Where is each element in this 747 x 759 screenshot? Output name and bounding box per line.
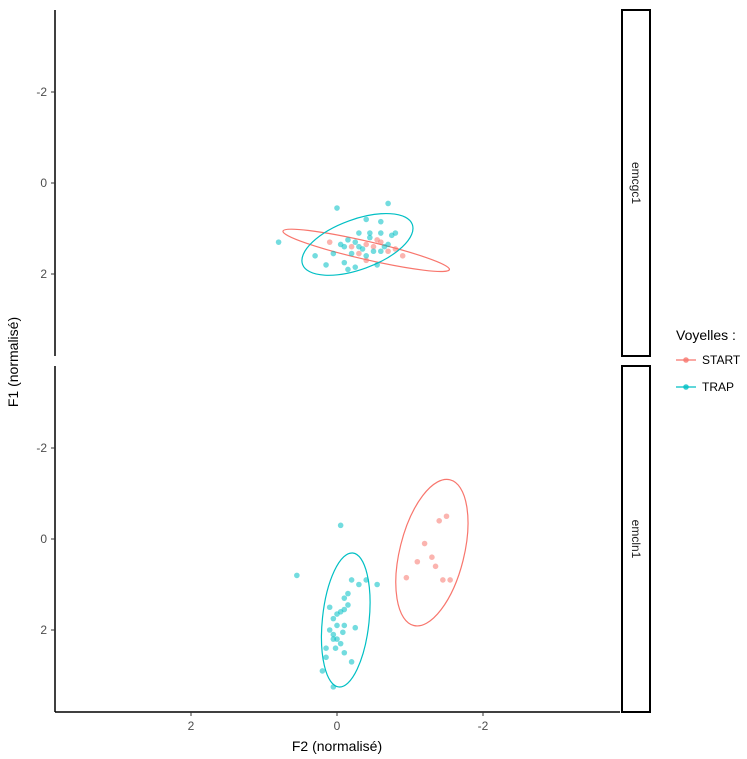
data-point-trap [341, 243, 348, 250]
y-tick-label: 2 [40, 623, 47, 637]
data-point-trap [385, 200, 391, 207]
facet-strip [621, 365, 651, 713]
data-point-start [392, 246, 399, 252]
data-point-trap [367, 230, 373, 236]
y-tick-label: -2 [36, 85, 47, 99]
data-point-trap [334, 611, 340, 617]
data-point-trap [352, 264, 359, 270]
data-point-trap [341, 259, 348, 266]
x-axis-title: F2 (normalisé) [292, 738, 382, 754]
data-point-trap [374, 262, 380, 268]
data-point-trap [378, 248, 384, 255]
data-point-trap [392, 230, 399, 236]
data-point-trap [332, 645, 339, 651]
data-point-start [440, 577, 446, 583]
data-point-trap [330, 631, 337, 638]
confidence-ellipse-trap [301, 212, 414, 276]
data-point-start [348, 243, 355, 250]
data-point-trap [348, 250, 355, 257]
data-point-trap [330, 250, 337, 257]
data-point-trap [341, 595, 348, 601]
data-point-trap [345, 602, 351, 608]
data-point-trap [334, 622, 340, 629]
data-point-trap [330, 615, 337, 622]
data-point-trap [323, 654, 329, 661]
data-point-trap [340, 629, 346, 636]
data-point-trap [352, 239, 359, 245]
data-point-trap [345, 237, 351, 243]
data-point-trap [341, 622, 348, 629]
data-point-trap [385, 241, 391, 248]
data-point-trap [341, 606, 348, 613]
data-point-start [363, 241, 370, 248]
data-point-trap [294, 572, 300, 579]
y-tick-label: -2 [36, 441, 47, 455]
data-point-start [374, 237, 380, 243]
data-point-trap [378, 218, 384, 225]
data-point-start [447, 577, 453, 583]
data-point-trap [374, 581, 380, 588]
confidence-ellipse-start [395, 478, 469, 627]
y-tick-label: 2 [40, 267, 47, 281]
legend-key-point [683, 357, 689, 363]
data-point-trap [334, 636, 340, 642]
data-point-start [414, 558, 421, 565]
y-tick-label: 0 [40, 532, 47, 546]
x-tick-label: -2 [478, 719, 489, 733]
data-point-trap [275, 239, 282, 245]
facet-strip [621, 9, 651, 357]
data-point-trap [323, 645, 329, 651]
data-point-start [399, 253, 406, 259]
facet-strip-label: emcgc1 [629, 162, 643, 204]
data-point-start [421, 540, 428, 547]
legend: Voyelles : START TRAP [676, 327, 741, 394]
data-point-trap [326, 604, 333, 611]
y-tick-label: 0 [40, 176, 47, 190]
data-point-trap [330, 684, 337, 690]
data-point-start [356, 250, 362, 257]
data-point-trap [345, 266, 351, 273]
data-point-trap [356, 243, 362, 250]
legend-title: Voyelles : [676, 327, 736, 343]
data-point-trap [356, 581, 362, 588]
data-point-trap [356, 230, 362, 236]
data-point-start [370, 243, 377, 250]
data-point-trap [334, 205, 340, 211]
data-point-start [432, 563, 439, 570]
data-point-start [326, 239, 333, 245]
data-point-start [385, 248, 391, 255]
data-point-start [403, 574, 410, 581]
data-point-start [436, 518, 443, 524]
data-point-trap [348, 659, 355, 665]
data-point-start [443, 513, 450, 520]
data-point-trap [367, 234, 373, 241]
facet-strip-label: emcln1 [629, 520, 643, 559]
y-axis-title: F1 (normalisé) [5, 317, 21, 407]
data-point-trap [363, 216, 370, 223]
legend-label: START [702, 353, 741, 367]
data-point-start [363, 257, 370, 264]
data-point-trap [363, 577, 370, 583]
data-point-trap [319, 668, 326, 674]
data-point-trap [337, 640, 344, 647]
data-point-trap [341, 649, 348, 656]
legend-key-point [683, 384, 689, 390]
data-point-trap [345, 590, 351, 597]
data-point-start [429, 554, 435, 560]
data-point-trap [337, 522, 344, 529]
data-point-trap [352, 624, 359, 631]
x-tick-label: 2 [188, 719, 195, 733]
confidence-ellipse-trap [320, 552, 371, 688]
legend-label: TRAP [702, 380, 734, 394]
data-point-trap [370, 248, 377, 255]
data-point-trap [363, 253, 370, 259]
panels: -2 0 2 emcgc1 -2 0 2 emcln1 2 0 -2 [36, 9, 651, 733]
data-point-trap [323, 262, 329, 268]
data-point-trap [378, 230, 384, 236]
data-point-trap [348, 577, 355, 583]
data-point-trap [326, 627, 333, 633]
data-point-trap [312, 253, 318, 259]
x-tick-label: 0 [334, 719, 341, 733]
